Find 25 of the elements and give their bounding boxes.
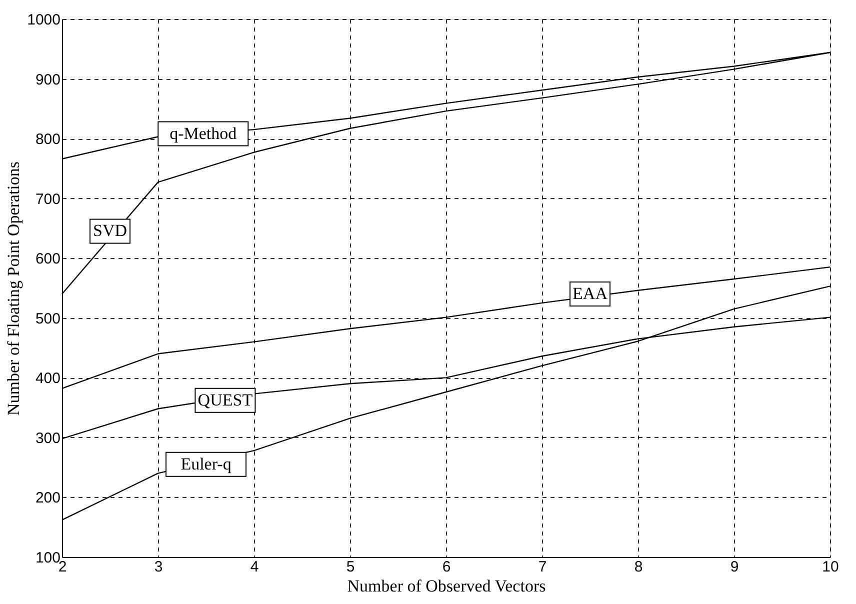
x-axis-title: Number of Observed Vectors bbox=[347, 576, 546, 596]
annotation: EAA bbox=[572, 284, 608, 303]
y-axis-title: Number of Floating Point Operations bbox=[4, 161, 24, 416]
y-tick-label: 800 bbox=[35, 131, 60, 148]
x-tick-label: 7 bbox=[538, 558, 547, 576]
y-tick-label: 500 bbox=[35, 310, 60, 328]
y-tick-label: 600 bbox=[35, 250, 60, 268]
x-tick-label: 6 bbox=[442, 558, 451, 576]
y-tick-label: 900 bbox=[35, 71, 60, 88]
y-tick-label: 100 bbox=[35, 550, 60, 566]
x-tick-label: 8 bbox=[634, 558, 643, 576]
annotation: SVD bbox=[92, 221, 128, 240]
y-tick-label: 1000 bbox=[27, 12, 60, 28]
x-tick-label: 9 bbox=[730, 558, 739, 576]
annotation: q-Method bbox=[170, 124, 238, 143]
x-tick-label: 5 bbox=[346, 558, 355, 576]
annotation: Euler-q bbox=[180, 454, 232, 474]
y-tick-label: 300 bbox=[35, 430, 60, 447]
x-tick-label: 10 bbox=[822, 558, 839, 576]
x-tick-label: 3 bbox=[154, 558, 163, 576]
x-tick-label: 4 bbox=[250, 558, 259, 576]
annotation: QUEST bbox=[198, 390, 254, 410]
y-tick-label: 200 bbox=[35, 490, 60, 507]
y-tick-label: 400 bbox=[35, 370, 60, 388]
y-tick-label: 700 bbox=[35, 190, 60, 208]
